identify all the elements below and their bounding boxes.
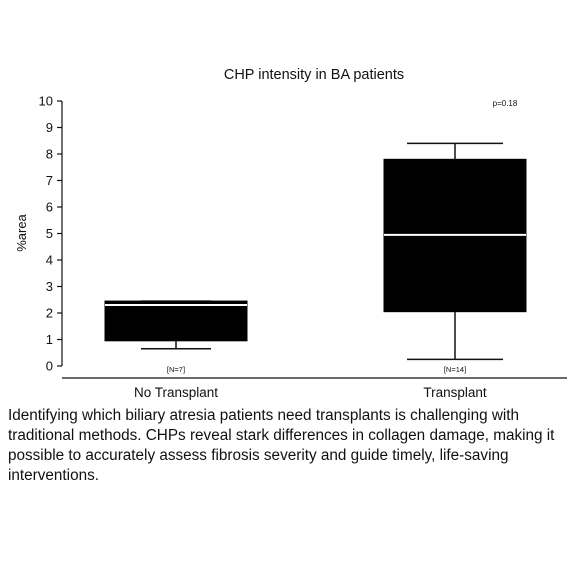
n-label: [N=14] — [444, 365, 466, 374]
y-tick-label: 4 — [46, 253, 53, 268]
y-tick-label: 7 — [46, 173, 53, 188]
y-tick-label: 1 — [46, 332, 53, 347]
n-label: [N=7] — [167, 365, 185, 374]
y-tick-label: 5 — [46, 226, 53, 241]
y-tick-label: 9 — [46, 120, 53, 135]
plot-area: 0 1 2 3 4 5 6 7 8 9 10 [N=7] No Transplant [N=14] Tran… — [39, 94, 567, 400]
caption-text: Identifying which biliary atresia patien… — [8, 407, 555, 484]
x-category-label: No Transplant — [134, 385, 218, 400]
p-value-annotation: p=0.18 — [493, 99, 518, 108]
y-tick-label: 3 — [46, 279, 53, 294]
y-axis-label: %area — [14, 213, 29, 251]
box-no-transplant — [104, 300, 248, 342]
y-tick-label: 8 — [46, 147, 53, 162]
y-tick-label: 0 — [46, 359, 53, 374]
x-category-label: Transplant — [423, 385, 487, 400]
y-tick-label: 2 — [46, 306, 53, 321]
y-tick-label: 6 — [46, 200, 53, 215]
box-plot-chart: CHP intensity in BA patients p=0.18 %are… — [14, 67, 567, 400]
y-tick-label: 10 — [39, 94, 53, 109]
chart-title: CHP intensity in BA patients — [224, 67, 404, 83]
